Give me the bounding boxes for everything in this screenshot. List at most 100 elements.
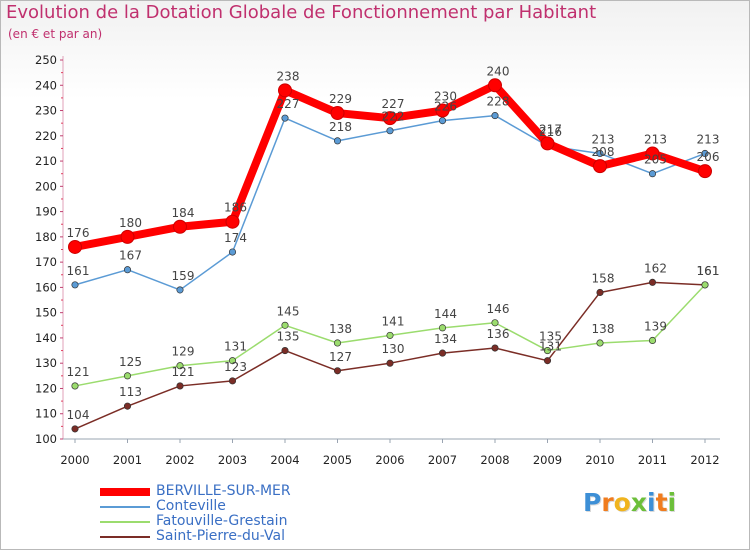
data-label: 186 (224, 201, 247, 215)
data-point (278, 83, 292, 98)
data-point (596, 149, 604, 158)
data-label: 138 (592, 322, 615, 336)
logo-letter: i (647, 488, 656, 517)
data-point (491, 319, 499, 327)
data-label: 218 (329, 120, 352, 134)
data-point (596, 288, 604, 297)
data-label: 238 (277, 69, 300, 83)
y-tick-label: 220 (35, 129, 57, 143)
data-label: 227 (277, 97, 300, 111)
data-point (491, 112, 499, 120)
data-point (383, 111, 397, 126)
data-point (435, 103, 450, 118)
y-tick-label: 170 (35, 255, 57, 269)
data-label: 205 (644, 153, 667, 167)
data-label: 161 (697, 264, 720, 278)
data-point (123, 372, 132, 380)
y-tick-label: 250 (35, 53, 57, 67)
data-point (540, 136, 555, 151)
logo-letter: r (601, 488, 614, 517)
data-label: 136 (487, 327, 510, 341)
data-label: 144 (434, 307, 457, 321)
data-point (176, 286, 184, 294)
data-label: 135 (539, 330, 562, 344)
data-label: 139 (644, 319, 667, 333)
data-label: 123 (224, 360, 247, 374)
x-tick-label: 2012 (690, 453, 719, 467)
legend-label: Fatouville-Grestain (156, 513, 288, 529)
data-label: 176 (67, 226, 90, 240)
legend-swatch (100, 506, 150, 508)
data-label: 217 (539, 122, 562, 136)
data-point (645, 146, 660, 161)
x-tick-label: 2010 (585, 453, 614, 467)
chart-axes: 100 110 120 130 140 150 160 170 180 190 200 210 220 2… (35, 53, 720, 467)
data-label: 135 (277, 330, 300, 344)
y-tick-label: 210 (35, 154, 57, 168)
x-tick-label: 2011 (638, 453, 667, 467)
legend-item: Saint-Pierre-du-Val (100, 528, 380, 544)
data-point (71, 425, 79, 433)
data-point (333, 339, 342, 347)
x-tick-label: 2001 (113, 453, 142, 467)
data-point (68, 239, 82, 254)
legend-label: Conteville (156, 498, 226, 514)
x-tick-label: 2004 (270, 453, 299, 467)
y-tick-label: 130 (35, 356, 57, 370)
x-tick-label: 2009 (533, 453, 562, 467)
data-label: 226 (434, 100, 457, 114)
data-point (123, 402, 132, 410)
data-label: 131 (224, 340, 247, 354)
data-point (648, 170, 657, 178)
data-label: 138 (329, 322, 352, 336)
data-point (386, 127, 394, 135)
data-label: 127 (329, 350, 352, 364)
data-label: 161 (697, 264, 720, 278)
legend-item: BERVILLE-SUR-MER (100, 483, 380, 499)
data-label: 208 (592, 145, 615, 159)
data-label: 180 (119, 216, 142, 230)
data-point (71, 382, 79, 390)
x-tick-label: 2002 (165, 453, 194, 467)
data-label: 158 (592, 271, 615, 285)
y-tick-label: 140 (35, 331, 57, 345)
data-label: 134 (434, 332, 457, 346)
x-tick-label: 2003 (218, 453, 247, 467)
logo-letter: i (667, 488, 677, 517)
data-point (701, 281, 709, 289)
data-label: 222 (382, 110, 405, 124)
data-point (333, 367, 342, 375)
chart-legend: BERVILLE-SUR-MER Conteville Fatouville-Gre… (100, 483, 380, 544)
data-label: 227 (382, 97, 405, 111)
y-tick-label: 190 (35, 205, 57, 219)
data-label: 240 (487, 64, 510, 78)
data-label: 121 (172, 365, 195, 379)
series-points (68, 78, 712, 433)
y-tick-label: 120 (35, 381, 57, 395)
x-tick-label: 2005 (323, 453, 352, 467)
data-label: 216 (539, 125, 562, 139)
data-label: 141 (382, 314, 405, 328)
legend-item: Fatouville-Grestain (100, 513, 380, 529)
y-tick-label: 150 (35, 306, 57, 320)
data-point (438, 117, 447, 125)
data-label: 206 (697, 150, 720, 164)
data-point (701, 149, 709, 158)
data-point (123, 266, 132, 274)
data-point (438, 349, 447, 357)
proxiti-logo: Proxiti (583, 488, 676, 517)
data-point (648, 278, 657, 286)
data-point (438, 324, 447, 332)
data-label: 213 (697, 132, 720, 146)
data-point (333, 137, 342, 145)
x-tick-label: 2008 (480, 453, 509, 467)
data-label: 174 (224, 231, 247, 245)
data-point (543, 357, 552, 365)
data-point (281, 114, 289, 122)
chart-title: Evolution de la Dotation Globale de Fonc… (6, 2, 597, 23)
data-label: 125 (119, 355, 142, 369)
data-label: 230 (434, 90, 457, 104)
data-point (386, 331, 394, 339)
data-point (281, 347, 289, 355)
